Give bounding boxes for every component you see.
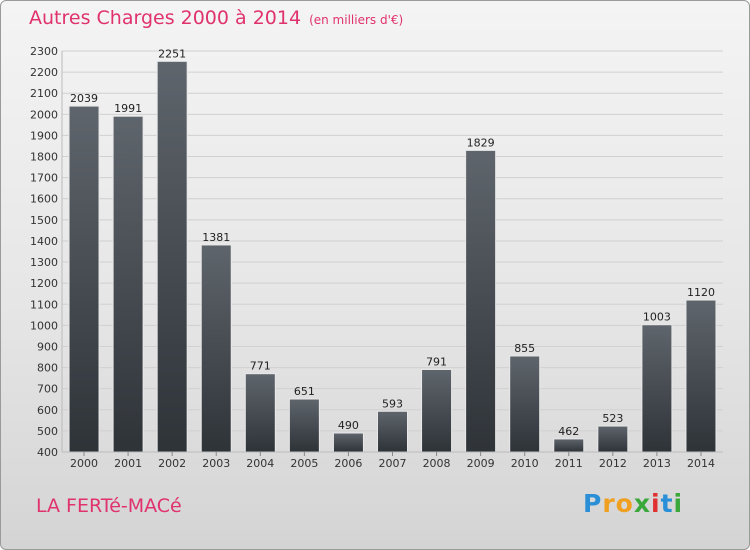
chart-subtitle: (en milliers d'€) bbox=[309, 13, 404, 27]
x-tick-label-2000: 2000 bbox=[70, 457, 98, 470]
x-tick-label-2012: 2012 bbox=[599, 457, 627, 470]
y-tick-label: 1600 bbox=[30, 193, 58, 206]
value-label-2003: 1381 bbox=[202, 231, 230, 244]
bar-2014 bbox=[685, 299, 717, 453]
y-tick-label: 700 bbox=[37, 383, 58, 396]
x-axis: 2000 2001 2002 2003 2004 2005 2006 2007 2008 2009… bbox=[62, 451, 723, 470]
y-tick-label: 1500 bbox=[30, 214, 58, 227]
bar-2008 bbox=[421, 368, 453, 453]
logo-letter: P bbox=[583, 489, 603, 518]
commune-name: LA FERTé-MACé bbox=[36, 495, 182, 517]
x-tick-label-2009: 2009 bbox=[467, 457, 495, 470]
value-label-2002: 2251 bbox=[158, 47, 186, 60]
value-label-2008: 791 bbox=[426, 355, 447, 368]
x-tick-label-2013: 2013 bbox=[643, 457, 671, 470]
y-tick-label: 900 bbox=[37, 340, 58, 353]
x-tick-label-2007: 2007 bbox=[379, 457, 407, 470]
y-tick-label: 1100 bbox=[30, 298, 58, 311]
value-label-2012: 523 bbox=[602, 412, 623, 425]
x-tick-label-2011: 2011 bbox=[555, 457, 583, 470]
x-tick-label-2004: 2004 bbox=[246, 457, 274, 470]
y-tick-label: 2300 bbox=[30, 45, 58, 58]
value-label-2001: 1991 bbox=[114, 102, 142, 115]
x-tick-label-2005: 2005 bbox=[290, 457, 318, 470]
x-tick-label-2006: 2006 bbox=[334, 457, 362, 470]
y-axis: 400 500 600 700 800 900 1000 1100 1200 1300 1400 15… bbox=[30, 45, 63, 459]
value-label-2007: 593 bbox=[382, 397, 403, 410]
value-labels: 2039 1991 2251 1381 771 651 490 593 791 1829 855 46… bbox=[70, 47, 715, 438]
logo-letter: t bbox=[660, 489, 674, 518]
x-tick-label-2002: 2002 bbox=[158, 457, 186, 470]
value-label-2013: 1003 bbox=[643, 311, 671, 324]
value-label-2009: 1829 bbox=[467, 136, 495, 149]
value-label-2000: 2039 bbox=[70, 92, 98, 105]
y-tick-label: 500 bbox=[37, 425, 58, 438]
y-tick-label: 1400 bbox=[30, 235, 58, 248]
value-label-2014: 1120 bbox=[687, 286, 715, 299]
y-tick-label: 400 bbox=[37, 446, 58, 459]
y-tick-label: 1000 bbox=[30, 319, 58, 332]
bar-2010 bbox=[509, 355, 541, 453]
y-tick-label: 1300 bbox=[30, 256, 58, 269]
y-tick-label: 1900 bbox=[30, 129, 58, 142]
bar-2001 bbox=[112, 115, 144, 453]
proxiti-logo: Proxiti bbox=[583, 489, 683, 518]
y-tick-label: 2000 bbox=[30, 108, 58, 121]
value-label-2005: 651 bbox=[294, 385, 315, 398]
logo-letter: r bbox=[602, 489, 616, 518]
y-tick-label: 2100 bbox=[30, 87, 58, 100]
value-label-2011: 462 bbox=[558, 425, 579, 438]
bar-2009 bbox=[465, 149, 497, 453]
y-tick-label: 1200 bbox=[30, 277, 58, 290]
y-tick-label: 1800 bbox=[30, 151, 58, 164]
logo-letter: i bbox=[673, 489, 684, 518]
bar-2011 bbox=[553, 438, 585, 453]
y-tick-label: 1700 bbox=[30, 172, 58, 185]
x-tick-label-2014: 2014 bbox=[687, 457, 715, 470]
bar-2004 bbox=[244, 373, 276, 453]
y-tick-label: 600 bbox=[37, 404, 58, 417]
logo-letter: o bbox=[615, 489, 634, 518]
y-tick-label: 2200 bbox=[30, 66, 58, 79]
value-label-2006: 490 bbox=[338, 419, 359, 432]
bar-2000 bbox=[68, 105, 100, 453]
value-label-2010: 855 bbox=[514, 342, 535, 355]
bars bbox=[68, 60, 717, 453]
bar-2003 bbox=[200, 244, 232, 453]
logo-letter: i bbox=[651, 489, 661, 518]
x-tick-label-2001: 2001 bbox=[114, 457, 142, 470]
chart-title: Autres Charges 2000 à 2014 (en milliers d… bbox=[29, 7, 403, 29]
x-tick-label-2003: 2003 bbox=[202, 457, 230, 470]
bar-2007 bbox=[377, 410, 408, 453]
bar-2002 bbox=[156, 60, 188, 453]
bar-2013 bbox=[641, 324, 673, 453]
y-tick-label: 800 bbox=[37, 362, 58, 375]
chart-title-text: Autres Charges 2000 à 2014 bbox=[29, 7, 302, 29]
x-tick-label-2008: 2008 bbox=[423, 457, 451, 470]
logo-letter: x bbox=[633, 489, 651, 518]
bar-2005 bbox=[288, 398, 320, 453]
bar-2012 bbox=[597, 425, 629, 453]
bar-2006 bbox=[332, 432, 364, 453]
value-label-2004: 771 bbox=[250, 360, 271, 373]
x-tick-label-2010: 2010 bbox=[511, 457, 539, 470]
